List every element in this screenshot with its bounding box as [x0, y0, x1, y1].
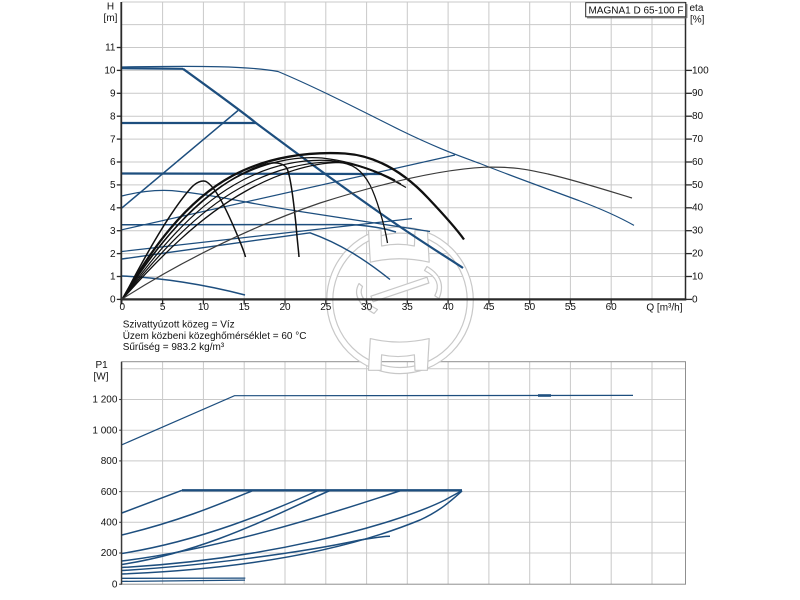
svg-text:0: 0	[112, 579, 118, 590]
svg-text:[%]: [%]	[690, 14, 705, 25]
svg-text:60: 60	[692, 157, 704, 168]
svg-text:eta: eta	[690, 3, 704, 14]
svg-text:35: 35	[402, 302, 414, 313]
svg-text:30: 30	[692, 226, 704, 237]
svg-text:800: 800	[101, 456, 118, 467]
svg-text:11: 11	[105, 43, 116, 54]
svg-text:1: 1	[110, 272, 116, 283]
svg-text:10: 10	[692, 271, 704, 282]
svg-text:3: 3	[110, 226, 116, 237]
svg-text:7: 7	[110, 134, 116, 145]
svg-text:20: 20	[692, 249, 704, 260]
svg-text:8: 8	[110, 111, 116, 122]
svg-text:400: 400	[101, 518, 118, 529]
svg-text:9: 9	[110, 89, 116, 100]
svg-text:6: 6	[110, 157, 116, 168]
svg-text:40: 40	[443, 302, 455, 313]
svg-text:[W]: [W]	[94, 371, 109, 382]
svg-text:Üzem közbeni közeghőmérséklet: Üzem közbeni közeghőmérséklet = 60 °C	[123, 330, 307, 342]
svg-text:20: 20	[279, 302, 291, 313]
svg-text:P1: P1	[96, 360, 109, 371]
svg-text:1 000: 1 000	[92, 425, 117, 436]
svg-text:55: 55	[565, 302, 577, 313]
svg-text:0: 0	[110, 295, 116, 306]
svg-text:5: 5	[110, 180, 116, 191]
svg-text:600: 600	[101, 487, 118, 498]
svg-text:50: 50	[692, 180, 704, 191]
svg-text:80: 80	[692, 111, 704, 122]
svg-text:[m]: [m]	[104, 13, 118, 24]
svg-text:90: 90	[692, 88, 704, 99]
svg-text:0: 0	[120, 302, 126, 313]
svg-text:40: 40	[692, 203, 704, 214]
svg-text:Q [m³/h]: Q [m³/h]	[646, 303, 682, 314]
svg-text:4: 4	[110, 203, 116, 214]
svg-text:0: 0	[692, 294, 698, 305]
svg-text:50: 50	[524, 302, 536, 313]
svg-text:30: 30	[361, 302, 373, 313]
svg-text:45: 45	[483, 302, 495, 313]
svg-text:MAGNA1 D 65-100 F: MAGNA1 D 65-100 F	[588, 5, 683, 16]
svg-text:Sűrűség = 983.2 kg/m³: Sűrűség = 983.2 kg/m³	[123, 342, 225, 353]
svg-text:10: 10	[198, 302, 210, 313]
svg-text:60: 60	[606, 302, 618, 313]
svg-text:100: 100	[692, 65, 709, 76]
svg-text:15: 15	[239, 302, 251, 313]
svg-text:70: 70	[692, 134, 704, 145]
svg-text:2: 2	[110, 249, 116, 260]
svg-text:Szivattyúzott közeg = Víz: Szivattyúzott közeg = Víz	[123, 320, 235, 331]
svg-text:25: 25	[320, 302, 332, 313]
svg-text:H: H	[107, 2, 114, 13]
svg-text:1 200: 1 200	[92, 395, 117, 406]
svg-text:10: 10	[104, 66, 116, 77]
svg-text:200: 200	[101, 548, 118, 559]
svg-text:5: 5	[160, 302, 166, 313]
